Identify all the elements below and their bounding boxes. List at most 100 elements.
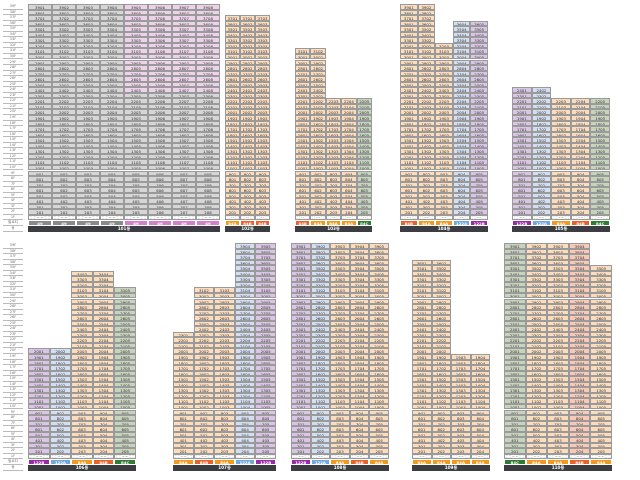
unit-cell[interactable]: 1504 (452, 137, 471, 143)
unit-cell[interactable]: 1704 (92, 365, 115, 371)
unit-cell[interactable]: 2706 (148, 70, 172, 77)
unit-cell[interactable]: 301 (504, 442, 526, 449)
unit-cell[interactable]: 3003 (547, 292, 569, 299)
unit-cell[interactable]: 1204 (92, 392, 115, 399)
unit-cell[interactable]: 1305 (470, 148, 488, 154)
unit-cell[interactable]: 901 (412, 409, 432, 416)
unit-cell[interactable]: 1105 (114, 398, 136, 404)
unit-cell[interactable]: 305 (369, 442, 389, 449)
unit-cell[interactable]: 1203 (76, 153, 100, 160)
unit-cell[interactable]: 1201 (400, 153, 418, 160)
unit-cell[interactable]: 1101 (295, 159, 311, 165)
unit-cell[interactable]: 3602 (52, 20, 76, 27)
unit-cell[interactable]: 1502 (531, 137, 552, 143)
unit-cell[interactable]: 2103 (547, 342, 569, 349)
unit-cell[interactable]: 1401 (512, 142, 532, 149)
unit-cell[interactable]: 402 (193, 437, 215, 443)
unit-cell[interactable]: 3503 (76, 26, 100, 32)
unit-cell[interactable]: 2404 (100, 87, 124, 93)
unit-cell[interactable]: 3201 (28, 42, 52, 49)
unit-cell[interactable]: 2603 (435, 76, 453, 82)
unit-cell[interactable]: 504 (92, 431, 115, 438)
unit-cell[interactable]: 2401 (512, 87, 532, 93)
unit-cell[interactable]: 703 (435, 181, 453, 188)
unit-cell[interactable]: 1203 (435, 153, 453, 160)
unit-cell[interactable]: 3502 (310, 265, 331, 271)
unit-cell[interactable]: 705 (356, 181, 372, 188)
unit-cell[interactable]: 2001 (225, 109, 240, 115)
unit-cell[interactable]: 3302 (310, 276, 331, 282)
unit-cell[interactable]: 2205 (255, 337, 276, 343)
unit-cell[interactable]: 1002 (525, 403, 548, 410)
unit-cell[interactable]: 1802 (525, 359, 548, 366)
unit-cell[interactable]: 3003 (71, 292, 93, 299)
unit-cell[interactable]: 207 (172, 209, 196, 215)
unit-cell[interactable]: 3101 (28, 48, 52, 54)
unit-cell[interactable]: 2104 (92, 342, 115, 349)
unit-cell[interactable]: 1702 (310, 365, 331, 371)
unit-cell[interactable]: 3105 (590, 287, 612, 293)
unit-cell[interactable]: 1003 (214, 403, 235, 410)
unit-cell[interactable]: 701 (173, 420, 194, 427)
unit-cell[interactable]: 1603 (551, 131, 571, 138)
unit-cell[interactable]: 2202 (531, 98, 552, 104)
unit-cell[interactable]: 3305 (369, 276, 389, 282)
unit-cell[interactable]: 1202 (531, 153, 552, 160)
unit-cell[interactable]: 3901 (291, 243, 311, 249)
unit-cell[interactable]: 903 (214, 409, 235, 416)
unit-cell[interactable]: 604 (452, 187, 471, 193)
unit-cell[interactable]: 3605 (470, 20, 488, 27)
unit-cell[interactable]: 1105 (590, 159, 610, 165)
unit-cell[interactable]: 1503 (325, 137, 342, 143)
unit-cell[interactable]: 2704 (100, 70, 124, 77)
unit-cell[interactable]: 3702 (240, 15, 255, 21)
unit-cell[interactable]: 902 (431, 409, 451, 416)
unit-cell[interactable]: 903 (551, 170, 571, 177)
unit-cell[interactable]: 603 (76, 187, 100, 193)
unit-cell[interactable]: 3903 (76, 4, 100, 10)
unit-cell[interactable]: 1001 (504, 403, 526, 410)
unit-cell[interactable]: 902 (417, 170, 436, 177)
unit-cell[interactable]: 1301 (412, 387, 432, 393)
unit-cell[interactable]: 702 (49, 420, 72, 427)
unit-cell[interactable]: 1504 (470, 376, 490, 382)
unit-cell[interactable]: 1504 (92, 376, 115, 382)
unit-cell[interactable]: 303 (551, 203, 571, 210)
unit-cell[interactable]: 1604 (92, 370, 115, 377)
unit-cell[interactable]: 2703 (71, 309, 93, 316)
unit-cell[interactable]: 601 (412, 426, 432, 432)
unit-cell[interactable]: 1205 (590, 153, 610, 160)
unit-cell[interactable]: 1605 (255, 370, 276, 377)
unit-cell[interactable]: 3304 (92, 276, 115, 282)
unit-cell[interactable]: 201 (504, 448, 526, 454)
unit-cell[interactable]: 2602 (310, 315, 331, 321)
unit-cell[interactable]: 201 (291, 448, 311, 454)
unit-cell[interactable]: 603 (451, 426, 471, 432)
unit-cell[interactable]: 3203 (330, 281, 350, 288)
unit-cell[interactable]: 2402 (52, 87, 76, 93)
unit-cell[interactable]: 1303 (76, 148, 100, 154)
unit-cell[interactable]: 1102 (531, 159, 552, 165)
unit-cell[interactable]: 1504 (100, 137, 124, 143)
unit-cell[interactable]: 1005 (114, 403, 136, 410)
unit-cell[interactable]: 1403 (330, 381, 350, 388)
unit-cell[interactable]: 2205 (114, 337, 136, 343)
unit-cell[interactable]: 3503 (255, 26, 270, 32)
unit-cell[interactable]: 2204 (570, 98, 591, 104)
unit-cell[interactable]: 3801 (291, 248, 311, 255)
unit-cell[interactable]: 301 (512, 203, 532, 210)
unit-cell[interactable]: 1403 (255, 142, 270, 149)
unit-cell[interactable]: 2205 (590, 98, 610, 104)
unit-cell[interactable]: 1803 (325, 120, 342, 127)
unit-cell[interactable]: 3001 (400, 53, 418, 60)
unit-cell[interactable]: 2703 (76, 70, 100, 77)
unit-cell[interactable]: 301 (400, 203, 418, 210)
unit-cell[interactable]: 2207 (172, 98, 196, 104)
unit-cell[interactable]: 2805 (470, 65, 488, 71)
unit-cell[interactable]: 903 (71, 409, 93, 416)
unit-cell[interactable]: 402 (240, 198, 255, 204)
unit-cell[interactable]: 1701 (504, 365, 526, 371)
unit-cell[interactable]: 2201 (504, 337, 526, 343)
unit-cell[interactable]: 3401 (412, 270, 432, 277)
unit-cell[interactable]: 1905 (369, 354, 389, 360)
